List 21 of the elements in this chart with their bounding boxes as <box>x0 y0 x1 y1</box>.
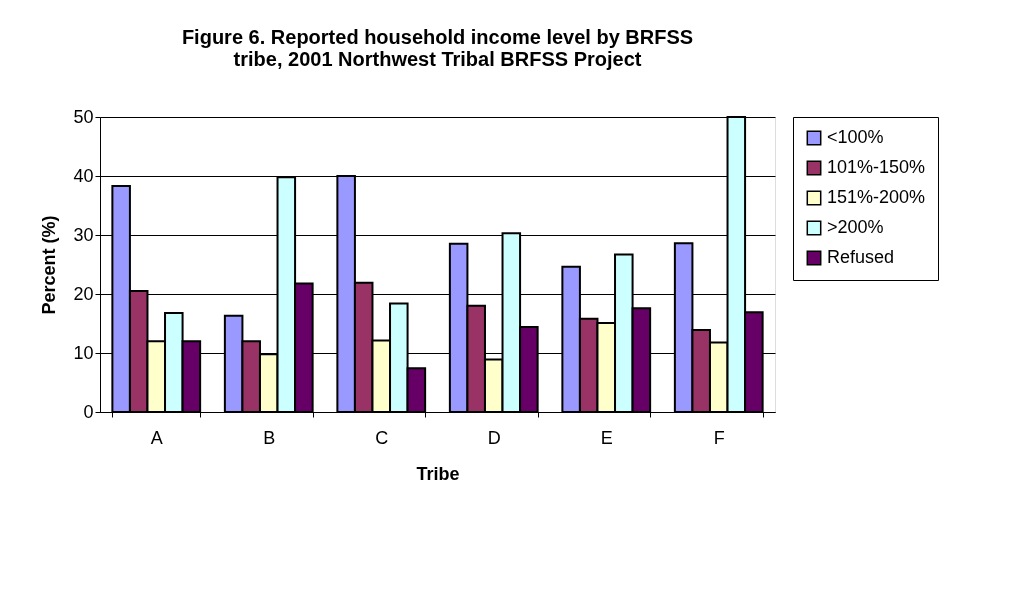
y-tick-label: 40 <box>73 165 94 186</box>
text: Figure 6. Reported household income level by BRFSS <box>181 26 694 48</box>
x-tick-label: B <box>263 427 276 448</box>
x-tick-label: F <box>713 427 725 448</box>
text: tribe, 2001 Northwest Tribal BRFSS Project <box>233 48 642 70</box>
y-tick-label: 20 <box>73 283 94 304</box>
y-tick-label: 50 <box>73 106 94 127</box>
legend-label: 151%-200% <box>827 187 926 207</box>
legend-label: >200% <box>827 217 884 237</box>
legend-label: Refused <box>827 247 895 267</box>
legend-label: <100% <box>827 127 884 147</box>
y-tick-label: 30 <box>73 224 94 245</box>
x-tick-label: E <box>600 427 613 448</box>
x-tick-label: D <box>487 427 501 448</box>
y-tick-label: 10 <box>73 342 94 363</box>
y-tick-label: 0 <box>83 401 94 422</box>
x-axis-title: Tribe <box>416 463 460 484</box>
legend-label: 101%-150% <box>827 157 926 177</box>
y-axis-title: Percent (%) <box>39 215 60 315</box>
x-tick-label: A <box>150 427 163 448</box>
x-tick-label: C <box>375 427 389 448</box>
